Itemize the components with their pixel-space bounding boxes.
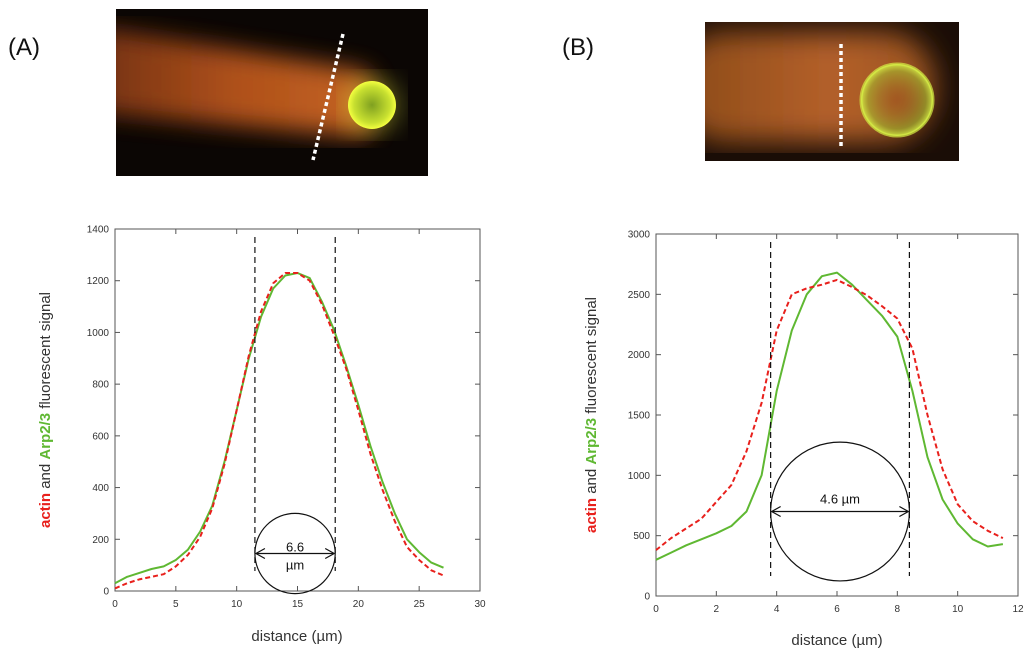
y-tick-label: 0 [103, 587, 109, 598]
y-label-rest: fluorescent signal [583, 297, 600, 418]
x-tick-label: 15 [292, 599, 304, 610]
y-label-actin: actin [583, 498, 600, 533]
x-tick-label: 2 [714, 604, 720, 615]
y-tick-label: 1500 [628, 411, 651, 422]
chart-b: 0 2 4 6 8 10 12 0 500 1000 1500 2000 2500 3000 distanc… [583, 230, 1024, 650]
bead-diameter-value: 6.6 [286, 540, 304, 555]
x-tick-label: 6 [834, 604, 840, 615]
y-tick-label: 0 [644, 592, 650, 603]
x-axis-label: distance (µm) [791, 632, 882, 649]
series-arp23-line [655, 271, 1004, 561]
y-tick-label: 400 [92, 483, 109, 494]
x-tick-label: 10 [231, 599, 243, 610]
y-tick-label: 600 [92, 431, 109, 442]
profile-line-a [311, 33, 345, 161]
series-arp23-line [114, 272, 444, 585]
y-label-and: and [583, 465, 600, 498]
micrograph-a [116, 9, 428, 176]
y-tick-label: 1200 [87, 276, 110, 287]
bead-a [348, 81, 396, 129]
y-tick-label: 2000 [628, 350, 651, 361]
arrow-head-left [254, 547, 266, 560]
x-tick-label: 20 [353, 599, 365, 610]
plot-frame [114, 228, 481, 592]
y-axis-label: actin and Arp2/3 fluorescent signal [583, 297, 600, 533]
bead-b [861, 64, 933, 136]
y-tick-label: 3000 [628, 230, 651, 241]
x-tick-label: 0 [112, 599, 118, 610]
y-tick-label: 2500 [628, 290, 651, 301]
x-tick-label: 30 [474, 599, 486, 610]
chart-a: 0 5 10 15 20 25 30 0 200 400 600 800 1000 1200 1400 dis… [37, 225, 486, 646]
x-tick-label: 10 [952, 604, 964, 615]
y-label-actin: actin [37, 493, 54, 528]
micrograph-a-image [116, 9, 428, 176]
x-tick-label: 12 [1012, 604, 1024, 615]
x-tick-label: 25 [414, 599, 426, 610]
bead-diameter-unit: µm [286, 558, 304, 573]
arrow-head-right [899, 506, 910, 518]
bead-diameter-label: 4.6 µm [820, 492, 860, 507]
plot-frame [655, 233, 1019, 597]
y-tick-label: 800 [92, 380, 109, 391]
x-axis-label: distance (µm) [251, 628, 342, 645]
y-label-and: and [37, 460, 54, 493]
micrograph-b [705, 22, 959, 161]
panel-label-b: (B) [562, 34, 594, 61]
x-tick-label: 4 [774, 604, 780, 615]
panel-label-a: (A) [8, 34, 40, 61]
y-label-arp: Arp2/3 [583, 418, 600, 465]
y-tick-label: 500 [633, 531, 650, 542]
series-actin-line [114, 272, 444, 590]
x-tick-label: 0 [653, 604, 659, 615]
x-tick-label: 8 [895, 604, 901, 615]
series-actin-line [655, 278, 1004, 551]
y-label-arp: Arp2/3 [37, 413, 54, 460]
y-tick-label: 200 [92, 535, 109, 546]
arrow-head-left [770, 506, 781, 518]
y-tick-label: 1000 [628, 471, 651, 482]
x-tick-label: 5 [173, 599, 179, 610]
micrograph-b-image [705, 22, 959, 161]
y-tick-label: 1400 [87, 225, 110, 236]
arrow-head-right [324, 547, 336, 560]
y-label-rest: fluorescent signal [37, 292, 54, 413]
y-tick-label: 1000 [87, 328, 110, 339]
y-axis-label: actin and Arp2/3 fluorescent signal [37, 292, 54, 528]
